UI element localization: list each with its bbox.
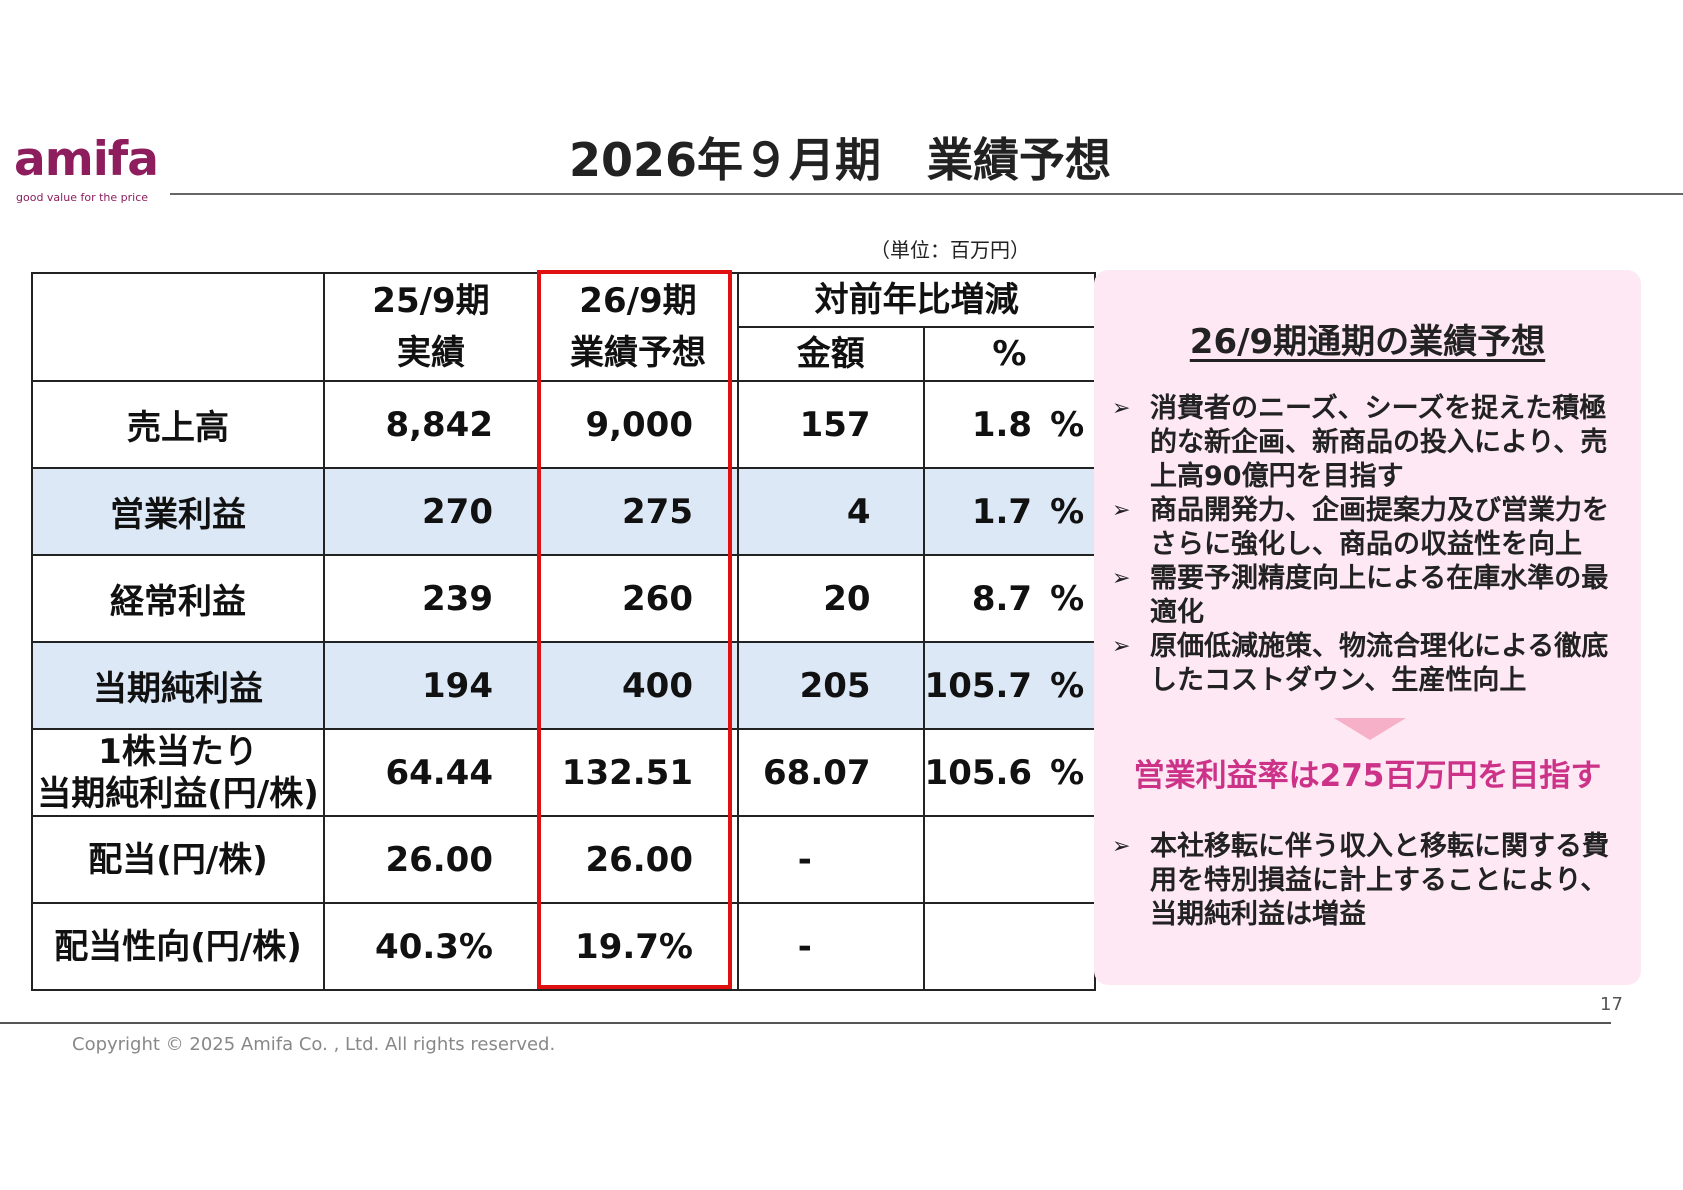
arrow-bullet-icon: ➢ — [1112, 634, 1131, 659]
table-row: 配当(円/株) 26.00 26.00 - — [31, 815, 1097, 904]
bullet-text: 本社移転に伴う収入と移転に関する費用を特別損益に計上することにより、当期純利益は… — [1150, 831, 1609, 930]
cell-percent — [922, 815, 1097, 904]
footer-divider — [0, 1022, 1611, 1024]
header-forecast-period: 26/9期 — [579, 281, 697, 321]
title-divider — [170, 193, 1683, 195]
percent-value: 105.7 — [924, 665, 1033, 706]
percent-value: 105.6 — [924, 752, 1033, 793]
cell-forecast: 275 — [537, 467, 739, 556]
percent-sign: % — [1050, 752, 1085, 793]
row-label: 経常利益 — [31, 554, 325, 643]
cell-percent: 1.8% — [922, 380, 1097, 469]
table-row: 売上高 8,842 9,000 157 1.8% — [31, 380, 1097, 469]
table-header-row: 25/9期 実績 26/9期 業績予想 対前年比増減 — [31, 272, 1097, 382]
bullet-list-secondary: ➢ 本社移転に伴う収入と移転に関する費用を特別損益に計上することにより、当期純利益… — [1108, 830, 1628, 932]
cell-percent: 8.7% — [922, 554, 1097, 643]
header-forecast-label: 業績予想 — [570, 333, 706, 373]
row-label-line2: 当期純利益(円/株) — [37, 773, 319, 814]
forecast-table: 25/9期 実績 26/9期 業績予想 対前年比増減 金額 % 売上高 8,84… — [31, 272, 1097, 991]
percent-sign: % — [1050, 665, 1085, 706]
header-forecast: 26/9期 業績予想 — [537, 272, 739, 382]
percent-value: 8.7 — [971, 578, 1033, 619]
cell-actual: 26.00 — [323, 815, 539, 904]
percent-sign: % — [1050, 578, 1085, 619]
cell-forecast: 260 — [537, 554, 739, 643]
list-item: ➢ 原価低減施策、物流合理化による徹底したコストダウン、生産性向上 — [1108, 630, 1628, 698]
cell-actual: 8,842 — [323, 380, 539, 469]
cell-percent: 105.6% — [922, 728, 1097, 817]
cell-amount: 157 — [737, 380, 925, 469]
percent-value: 1.7 — [971, 491, 1033, 532]
bullet-text: 商品開発力、企画提案力及び営業力をさらに強化し、商品の収益性を向上 — [1150, 495, 1609, 560]
panel-title: 26/9期通期の業績予想 — [1189, 322, 1546, 362]
arrow-bullet-icon: ➢ — [1112, 834, 1131, 859]
table-row: 1株当たり 当期純利益(円/株) 64.44 132.51 68.07 105.… — [31, 728, 1097, 817]
list-item: ➢ 商品開発力、企画提案力及び営業力をさらに強化し、商品の収益性を向上 — [1108, 494, 1628, 562]
bullet-text: 需要予測精度向上による在庫水準の最適化 — [1150, 563, 1609, 628]
row-label: 1株当たり 当期純利益(円/株) — [31, 728, 325, 817]
bullet-text: 原価低減施策、物流合理化による徹底したコストダウン、生産性向上 — [1150, 631, 1609, 696]
header-actual-label: 実績 — [397, 333, 465, 373]
cell-actual: 64.44 — [323, 728, 539, 817]
row-label: 営業利益 — [31, 467, 325, 556]
arrow-bullet-icon: ➢ — [1112, 566, 1131, 591]
cell-forecast: 19.7% — [537, 902, 739, 991]
header-blank-cell — [31, 272, 325, 382]
logo-tagline: good value for the price — [16, 191, 149, 204]
cell-percent: 105.7% — [922, 641, 1097, 730]
cell-actual: 239 — [323, 554, 539, 643]
header-yoy-group: 対前年比増減 — [736, 272, 1097, 328]
copyright-notice: Copyright © 2025 Amifa Co. , Ltd. All ri… — [72, 1034, 556, 1055]
cell-actual: 194 — [323, 641, 539, 730]
header-percent: % — [922, 326, 1097, 382]
cell-forecast: 26.00 — [537, 815, 739, 904]
row-label: 売上高 — [31, 380, 325, 469]
arrow-bullet-icon: ➢ — [1112, 396, 1131, 421]
bullet-text: 消費者のニーズ、シーズを捉えた積極的な新企画、新商品の投入により、売上高90億円… — [1150, 393, 1608, 492]
page-number: 17 — [1600, 994, 1623, 1015]
cell-forecast: 132.51 — [537, 728, 739, 817]
row-label: 当期純利益 — [31, 641, 325, 730]
cell-amount: - — [737, 902, 925, 991]
cell-percent — [922, 902, 1097, 991]
cell-actual: 270 — [323, 467, 539, 556]
cell-amount: - — [737, 815, 925, 904]
amifa-logo: amifa good value for the price — [14, 136, 164, 206]
list-item: ➢ 需要予測精度向上による在庫水準の最適化 — [1108, 562, 1628, 630]
cell-actual: 40.3% — [323, 902, 539, 991]
header-actual: 25/9期 実績 — [323, 272, 539, 382]
down-arrow-icon — [1334, 718, 1406, 740]
row-label-line1: 1株当たり — [98, 731, 258, 772]
percent-sign: % — [1050, 491, 1085, 532]
percent-value: 1.8 — [971, 404, 1033, 445]
page-title: 2026年９月期 業績予想 — [568, 133, 1112, 187]
cell-forecast: 400 — [537, 641, 739, 730]
cell-amount: 4 — [737, 467, 925, 556]
cell-amount: 68.07 — [737, 728, 925, 817]
list-item: ➢ 消費者のニーズ、シーズを捉えた積極的な新企画、新商品の投入により、売上高90億… — [1108, 392, 1628, 494]
header-actual-period: 25/9期 — [372, 281, 490, 321]
table-row: 配当性向(円/株) 40.3% 19.7% - — [31, 902, 1097, 991]
arrow-bullet-icon: ➢ — [1112, 498, 1131, 523]
bullet-list: ➢ 消費者のニーズ、シーズを捉えた積極的な新企画、新商品の投入により、売上高90億… — [1108, 392, 1628, 698]
table-row: 経常利益 239 260 20 8.7% — [31, 554, 1097, 643]
percent-sign: % — [1050, 404, 1085, 445]
unit-note: （単位：百万円） — [870, 238, 1030, 262]
forecast-summary-panel: 26/9期通期の業績予想 ➢ 消費者のニーズ、シーズを捉えた積極的な新企画、新商品… — [1094, 270, 1641, 985]
header-amount: 金額 — [737, 326, 925, 382]
list-item: ➢ 本社移転に伴う収入と移転に関する費用を特別損益に計上することにより、当期純利益… — [1108, 830, 1628, 932]
target-statement: 営業利益率は275百万円を目指す — [1133, 758, 1602, 794]
table-row: 当期純利益 194 400 205 105.7% — [31, 641, 1097, 730]
table-subheader-row: 金額 % — [32, 326, 1097, 382]
cell-amount: 20 — [737, 554, 925, 643]
row-label: 配当(円/株) — [31, 815, 325, 904]
cell-forecast: 9,000 — [537, 380, 739, 469]
cell-amount: 205 — [737, 641, 925, 730]
logo-wordmark: amifa — [14, 132, 159, 187]
row-label: 配当性向(円/株) — [31, 902, 325, 991]
table-row: 営業利益 270 275 4 1.7% — [31, 467, 1097, 556]
cell-percent: 1.7% — [922, 467, 1097, 556]
